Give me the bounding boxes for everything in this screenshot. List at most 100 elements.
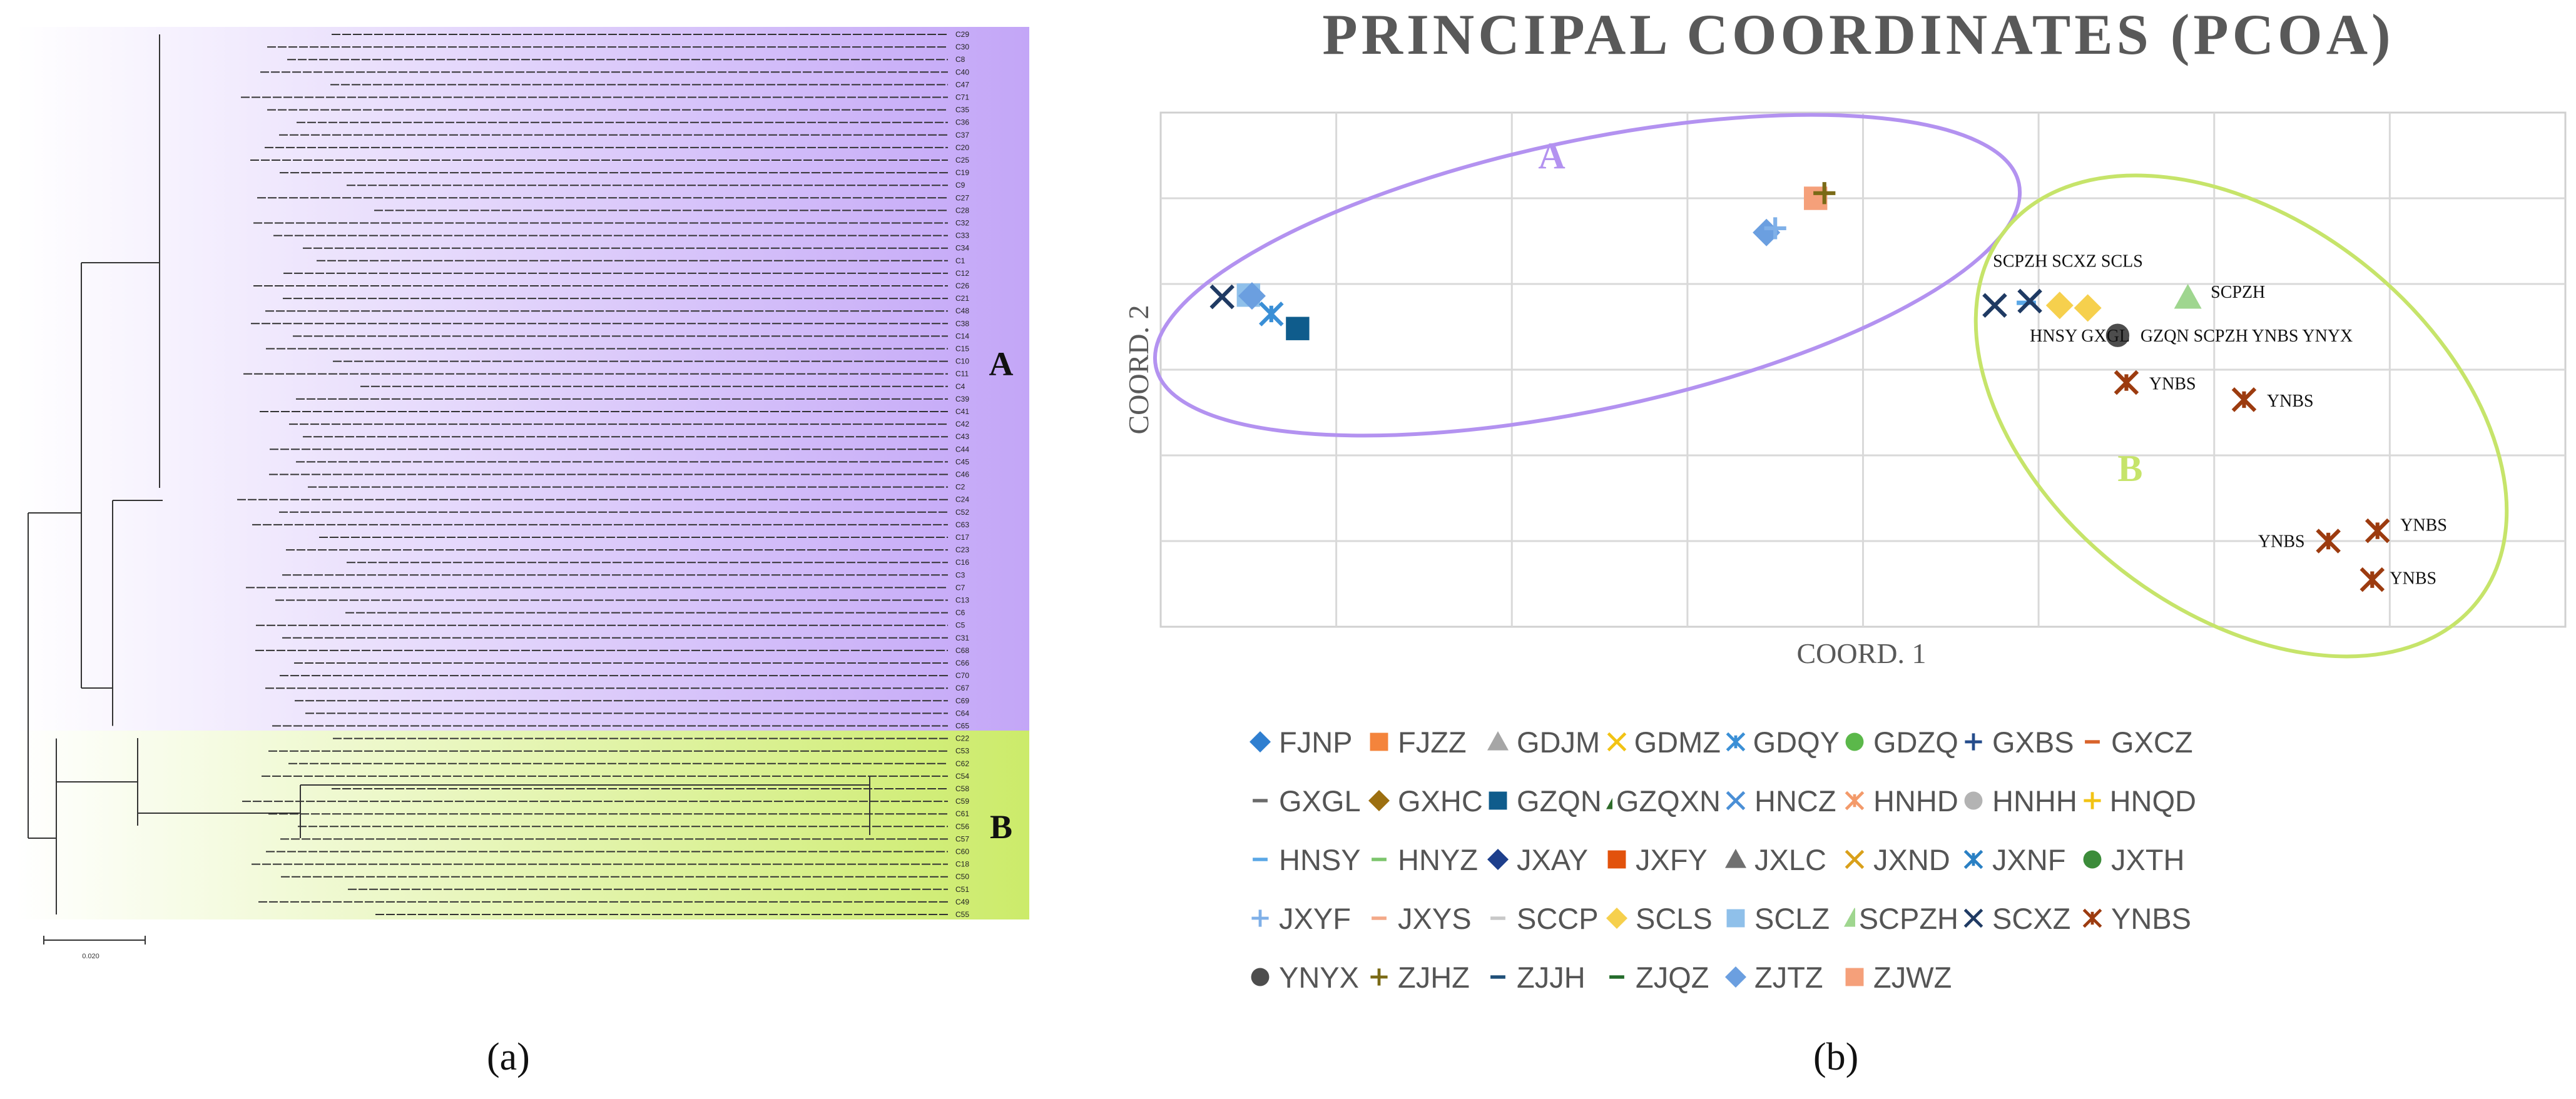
legend-label: SCXZ <box>1992 901 2071 935</box>
legend-marker-diamond-icon <box>1368 790 1390 811</box>
legend-label: GXGL <box>1279 784 1361 818</box>
leaf-label: C50 <box>955 873 969 881</box>
leaf-label: C31 <box>955 634 969 642</box>
legend-item-gzqxn: GZQXN <box>1602 783 1721 818</box>
leaf-label: C57 <box>955 834 969 843</box>
leaf-label: C8 <box>955 55 965 64</box>
legend-item-jxth: JXTH <box>2077 842 2196 877</box>
pcoa-chart: PRINCIPAL COORDINATES (PCOA) A B SCPZH SCX… <box>1123 3 2567 669</box>
legend-marker-triangle-icon <box>1844 908 1855 927</box>
legend-label: HNCZ <box>1754 784 1836 818</box>
leaf-label: C30 <box>955 43 969 51</box>
legend-marker-square-icon <box>1845 968 1864 986</box>
leaf-label: C22 <box>955 734 969 743</box>
point-ynbs <box>2360 567 2385 592</box>
legend-marker-diamond-icon <box>1250 731 1271 752</box>
leaf-label: C46 <box>955 470 969 479</box>
leaf-label: C65 <box>955 722 969 731</box>
legend-marker-plus-icon <box>1965 733 1982 751</box>
leaf-label: C27 <box>955 193 969 202</box>
legend-item-hnqd: HNQD <box>2077 783 2196 818</box>
leaf-label: C56 <box>955 822 969 831</box>
legend-marker-dash-icon <box>1609 975 1624 979</box>
gridlines <box>1161 113 2565 627</box>
leaf-label: C66 <box>955 659 969 667</box>
scale-label: 0.020 <box>82 953 99 960</box>
leaf-label: C40 <box>955 68 969 76</box>
leaf-label: C39 <box>955 395 969 403</box>
legend-marker-square-icon <box>1726 909 1745 928</box>
point-annotation: YNBS <box>2258 532 2305 552</box>
leaf-label: C37 <box>955 131 969 139</box>
cluster-b-ellipse <box>1973 173 2509 659</box>
leaf-label: C67 <box>955 684 969 692</box>
point-jxyf <box>1764 217 1786 240</box>
leaf-label: C25 <box>955 156 969 165</box>
leaf-label: C16 <box>955 558 969 567</box>
leaf-label: C13 <box>955 596 969 605</box>
legend-marker-triangle-icon <box>1725 849 1746 868</box>
point-ynbs <box>2316 529 2341 554</box>
leaf-label: C2 <box>955 483 965 492</box>
leaf-label: C3 <box>955 570 965 579</box>
tree-branches <box>28 34 948 915</box>
leaf-label: C1 <box>955 256 965 265</box>
x-axis-label: COORD. 1 <box>1796 637 1926 669</box>
legend-label: JXTH <box>2111 843 2185 876</box>
leaf-label: C71 <box>955 93 969 102</box>
leaf-label: C70 <box>955 671 969 680</box>
legend-marker-x-icon <box>1963 908 1983 928</box>
legend-label: SCLS <box>1636 901 1713 935</box>
legend-label: GDMZ <box>1634 725 1721 759</box>
legend-label: ZJHZ <box>1398 960 1470 994</box>
point-scls <box>2045 291 2074 320</box>
legend-label: YNBS <box>2111 901 2191 935</box>
leaf-label: C45 <box>955 457 969 466</box>
legend-marker-dash-icon <box>1490 975 1505 979</box>
point-annotation: GZQN SCPZH YNBS YNYX <box>2141 327 2353 346</box>
leaf-label: C49 <box>955 898 969 906</box>
cluster-a-label: A <box>989 345 1014 383</box>
legend-item-sccp: SCCP <box>1483 901 1602 936</box>
legend-marker-asterisk-icon <box>2082 908 2102 928</box>
legend-label: ZJQZ <box>1636 960 1709 994</box>
legend-label: FJZZ <box>1398 725 1467 759</box>
legend-label: JXLC <box>1754 843 1826 876</box>
point-zjtz <box>1238 282 1266 310</box>
legend-marker-triangle-icon <box>1606 798 1612 809</box>
leaf-label: C14 <box>955 332 969 340</box>
legend-label: GZQN <box>1517 784 1602 818</box>
leaf-label: C52 <box>955 508 969 517</box>
legend-item-sclz: SCLZ <box>1721 901 1840 936</box>
group-label-a: A <box>1538 135 1565 176</box>
legend-label: HNYZ <box>1398 843 1478 876</box>
legend-item-gxgl: GXGL <box>1245 783 1364 818</box>
legend-marker-square-icon <box>1489 791 1507 810</box>
leaf-labels: C29 C30 C8 C40 C47 C71 C35 C36 C37 C20 C25 C19 C9 C27… <box>955 30 969 919</box>
leaf-label: C51 <box>955 885 969 894</box>
leaf-label: C53 <box>955 747 969 756</box>
legend-item-hncz: HNCZ <box>1721 783 1840 818</box>
legend-item-zjtz: ZJTZ <box>1721 960 1840 995</box>
legend-item-hnsy: HNSY <box>1245 842 1364 877</box>
legend-label: JXNF <box>1992 843 2066 876</box>
legend-marker-circle-icon <box>1964 791 1983 810</box>
legend-marker-plus-icon <box>1370 968 1388 986</box>
leaf-label: C10 <box>955 357 969 366</box>
legend-item-jxlc: JXLC <box>1721 842 1840 877</box>
legend-label: JXYS <box>1398 901 1472 935</box>
point-annotation: YNBS <box>2267 392 2314 411</box>
leaf-label: C23 <box>955 545 969 554</box>
legend-item-scpzh: SCPZH <box>1840 901 1958 936</box>
legend-item-hnyz: HNYZ <box>1364 842 1483 877</box>
legend-label: GXHC <box>1398 784 1483 818</box>
legend-item-hnhd: HNHD <box>1840 783 1958 818</box>
point-gzqn <box>1286 317 1310 340</box>
legend-item-scxz: SCXZ <box>1958 901 2077 936</box>
leaf-label: C6 <box>955 609 965 617</box>
legend-label: JXFY <box>1636 843 1708 876</box>
legend-item-scls: SCLS <box>1602 901 1721 936</box>
legend-item-gdjm: GDJM <box>1483 724 1602 759</box>
leaf-label: C11 <box>955 370 969 378</box>
leaf-label: C19 <box>955 168 969 177</box>
